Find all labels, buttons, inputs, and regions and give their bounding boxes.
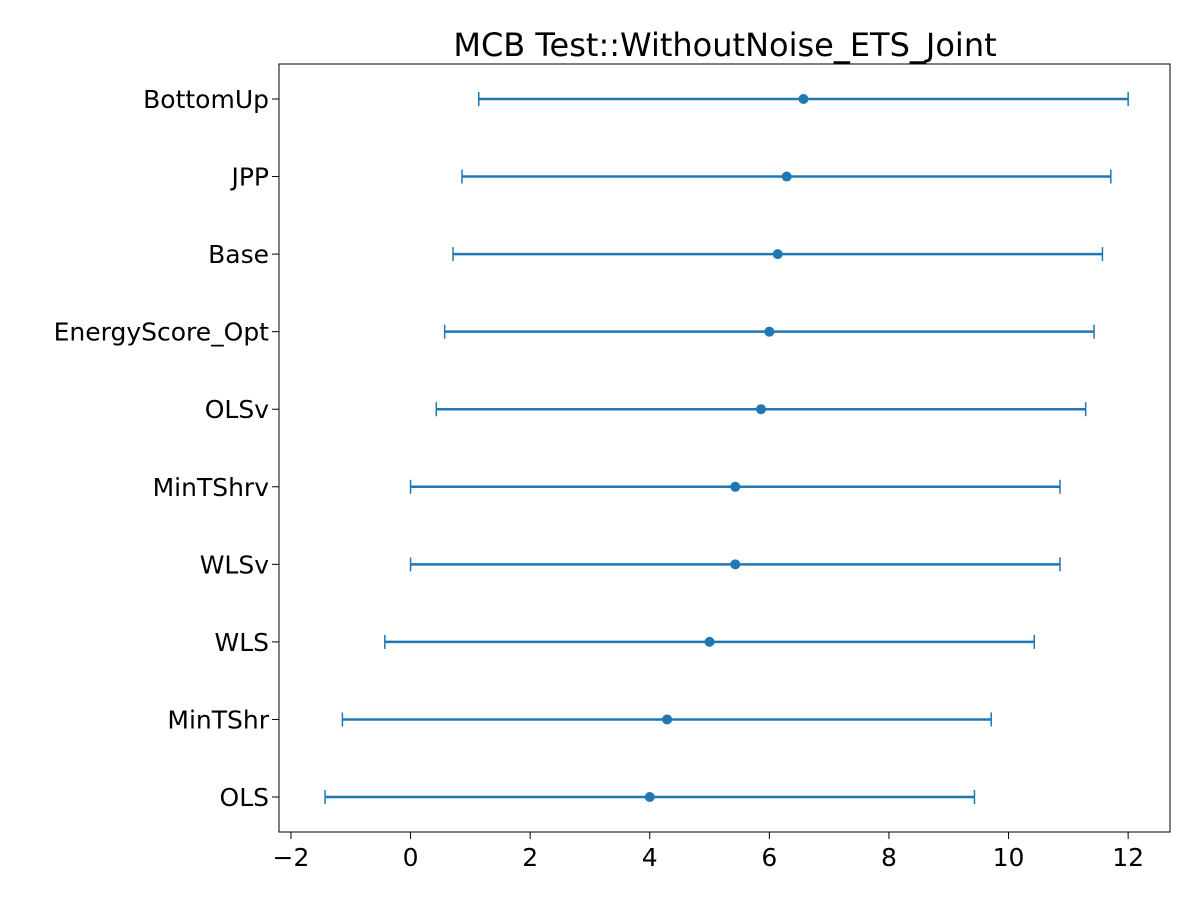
x-axis: −2 0 2 4 6 8 10 12 — [273, 832, 1144, 872]
errorbar-0 — [477, 92, 1129, 106]
chart-title: MCB Test::WithoutNoise_ETS_Joint — [453, 26, 996, 64]
x-tick-label: 6 — [761, 843, 777, 872]
errorbar-center-point — [798, 94, 809, 104]
y-tick-label: WLSv — [200, 550, 270, 579]
y-tick-label: BottomUp — [143, 85, 269, 114]
errorbar-center-point — [704, 636, 715, 647]
errorbar-4 — [435, 402, 1087, 417]
errorbar-center-point — [730, 481, 741, 492]
errorbar-center-point — [764, 326, 775, 337]
x-tick-label: −2 — [273, 843, 310, 872]
y-tick-label: WLS — [214, 628, 269, 657]
x-tick-label: 4 — [642, 843, 658, 872]
errorbar-9 — [324, 790, 976, 804]
errorbar-center-point — [644, 792, 655, 802]
y-tick-label: Base — [208, 240, 269, 269]
y-tick-label: JPP — [229, 163, 269, 192]
errorbar-center-point — [781, 171, 792, 182]
x-tick-label: 8 — [881, 843, 897, 872]
errorbar-1 — [461, 169, 1112, 184]
x-tick-label: 10 — [993, 843, 1025, 872]
x-tick-label: 2 — [522, 843, 538, 872]
plot-frame — [278, 63, 1171, 833]
errorbar-5 — [409, 479, 1061, 494]
errorbar-center-point — [662, 714, 673, 725]
y-tick-label: OLSv — [205, 395, 269, 424]
errorbar-center-point — [730, 559, 741, 570]
errorbar-2 — [452, 247, 1104, 262]
x-tick-label: 0 — [403, 843, 419, 872]
errorbar-7 — [384, 634, 1036, 649]
x-tick-label: 12 — [1112, 843, 1144, 872]
chart-marks — [324, 92, 1129, 804]
y-tick-label: OLS — [220, 783, 269, 812]
y-axis: BottomUp JPP Base EnergyScore_Opt OLSv MinTSh… — [54, 85, 279, 812]
errorbar-center-point — [772, 249, 783, 260]
errorbar-6 — [409, 557, 1061, 572]
y-tick-label: EnergyScore_Opt — [54, 318, 270, 347]
errorbar-center-point — [755, 404, 766, 415]
errorbar-8 — [341, 712, 992, 727]
y-tick-label: MinTShrv — [153, 473, 270, 502]
errorbar-3 — [443, 324, 1095, 339]
y-tick-label: MinTShr — [167, 705, 269, 734]
